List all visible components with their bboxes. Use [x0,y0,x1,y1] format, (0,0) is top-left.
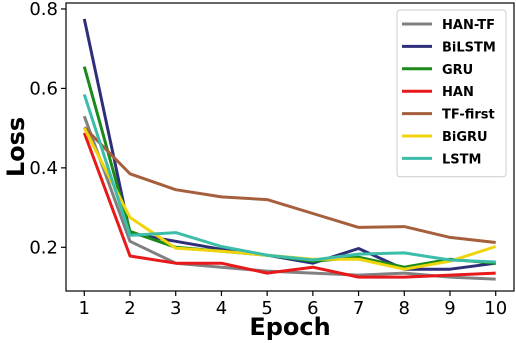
legend-label-lstm: LSTM [442,152,481,167]
legend-label-han: HAN [442,85,474,100]
x-tick-label: 7 [353,298,364,319]
legend-label-tf-first: TF-first [442,108,495,123]
x-tick-label: 4 [216,298,227,319]
x-axis-ticks: 1 2 3 4 5 6 7 8 9 10 [79,291,507,319]
x-axis-title: Epoch [249,313,330,341]
x-tick-label: 1 [79,298,90,319]
plot-lines [82,18,497,281]
x-tick-label: 3 [170,298,181,319]
legend-label-gru: GRU [442,63,473,78]
y-tick-label: 0.8 [29,0,58,20]
x-tick-label: 2 [124,298,135,319]
legend: HAN-TF BiLSTM GRU HAN TF-first BiGRU LSTM [396,9,507,178]
legend-label-bigru: BiGRU [442,130,488,145]
series-line-lstm [82,93,496,264]
y-tick-label: 0.6 [29,78,58,99]
y-axis-ticks: 0.2 0.4 0.6 0.8 [29,0,66,258]
x-tick-label: 9 [444,298,455,319]
legend-label-han-tf: HAN-TF [442,18,495,33]
y-tick-label: 0.4 [29,158,58,179]
y-axis-title: Loss [2,117,30,177]
x-tick-label: 5 [261,298,272,319]
plot-frame [65,2,515,292]
x-tick-label: 10 [484,298,507,319]
legend-label-bilstm: BiLSTM [442,40,496,55]
series-line-han [82,132,496,279]
x-tick-label: 8 [399,298,410,319]
x-tick-label: 6 [307,298,318,319]
series-line-tf-first [83,126,496,244]
y-tick-label: 0.2 [29,237,58,258]
